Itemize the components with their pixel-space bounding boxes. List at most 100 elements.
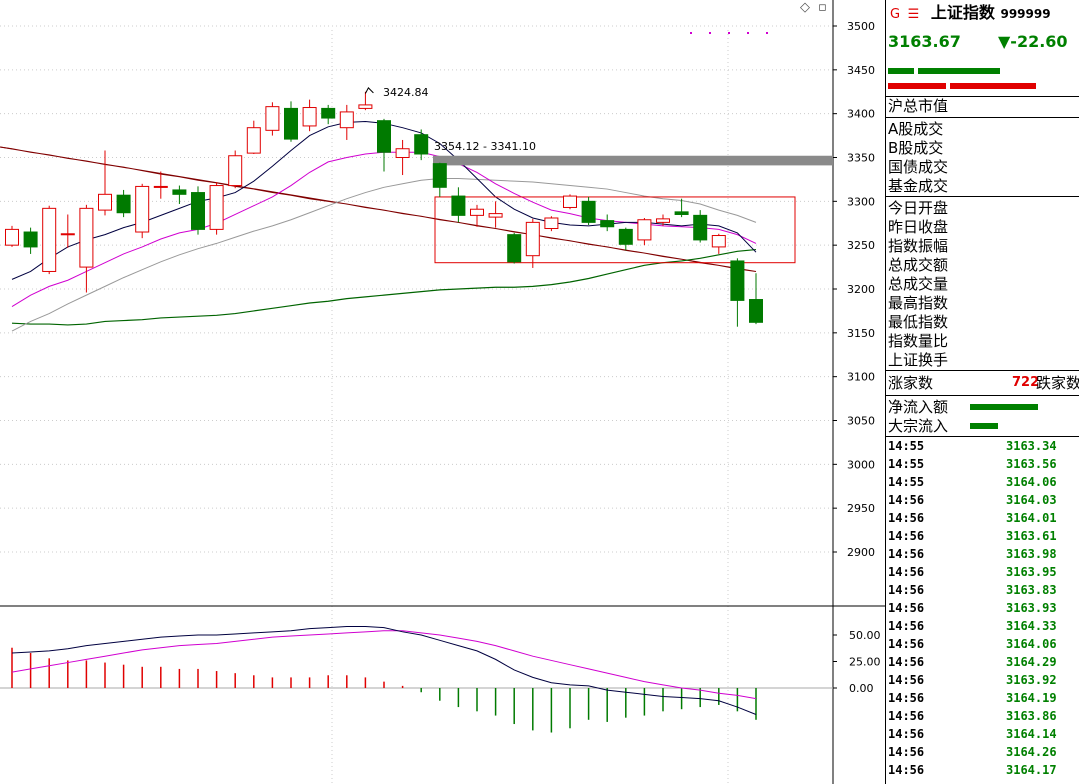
tick-time: 14:56 [888, 601, 925, 615]
label-market-value: 沪总市值 [888, 97, 949, 115]
tick-time: 14:56 [888, 763, 925, 777]
block-inflow-label: 大宗流入 [888, 417, 949, 435]
candle-body [563, 195, 577, 208]
tick-row: 14:56 3164.29 [886, 653, 1079, 671]
green-bar-left [888, 68, 914, 74]
tick-list[interactable]: 14:55 3163.34 14:55 3163.56 14:55 3164.06 14:5… [886, 437, 1079, 779]
market-value-section: 沪总市值 [886, 97, 1079, 118]
tick-row: 14:56 3163.93 [886, 599, 1079, 617]
tick-time: 14:56 [888, 727, 925, 741]
candle-body [23, 231, 38, 248]
turnover-section: A股成交 B股成交 国债成交 基金成交 [886, 118, 1079, 197]
marker-dot [747, 32, 749, 34]
price-tick-label: 3000 [847, 458, 875, 471]
candle-body [618, 228, 633, 245]
tick-row: 14:55 3163.34 [886, 437, 1079, 455]
tick-row: 14:55 3164.06 [886, 473, 1079, 491]
tick-price: 3163.56 [1006, 457, 1057, 471]
current-price: 3163.67 [888, 32, 961, 51]
red-bar-left [888, 83, 946, 89]
candle-body [451, 195, 466, 216]
diamond-icon[interactable]: ◇ [800, 0, 810, 15]
candle-body [339, 111, 354, 129]
menu-icon[interactable]: ☰ [907, 7, 920, 22]
tick-row: 14:56 3164.26 [886, 743, 1079, 761]
price-line: 3163.67 ▼-22.60 [886, 28, 1079, 56]
label-total-volume: 总成交量 [888, 275, 949, 293]
ind-tick-label: 0.00 [849, 682, 874, 695]
price-tick-label: 3150 [847, 327, 875, 340]
tick-price: 3163.93 [1006, 601, 1057, 615]
candle-body [172, 189, 187, 195]
tick-price: 3163.83 [1006, 583, 1057, 597]
price-tick-label: 3400 [847, 108, 875, 121]
market-tag[interactable]: G [890, 7, 901, 22]
candle-body [60, 233, 75, 236]
tick-time: 14:56 [888, 511, 925, 525]
range-box [434, 196, 796, 264]
block-inflow-row: 大宗流入 [886, 417, 1079, 436]
tick-row: 14:55 3163.56 [886, 455, 1079, 473]
tick-price: 3163.92 [1006, 673, 1057, 687]
tick-row: 14:56 3164.14 [886, 725, 1079, 743]
label-b-turnover: B股成交 [888, 139, 944, 157]
candle-body [302, 107, 317, 127]
tick-time: 14:56 [888, 709, 925, 723]
scroll-toggle-icon[interactable]: ▫ [818, 0, 827, 15]
down-count-label: 跌家数 [1036, 374, 1079, 392]
candle-body [228, 155, 243, 187]
tick-row: 14:56 3164.06 [886, 635, 1079, 653]
tick-price: 3164.26 [1006, 745, 1057, 759]
candle-body [79, 207, 94, 268]
stock-name: 上证指数 [930, 3, 995, 22]
green-bar-right [918, 68, 1000, 74]
candle-body [711, 235, 726, 248]
price-tick-label: 2900 [847, 546, 875, 559]
price-tick-label: 3250 [847, 239, 875, 252]
price-tick-label: 3200 [847, 283, 875, 296]
high-pointer [364, 87, 374, 94]
tick-price: 3164.06 [1006, 475, 1057, 489]
tick-time: 14:56 [888, 691, 925, 705]
candle-body [414, 134, 429, 155]
marker-dot [766, 32, 768, 34]
candle-body [525, 221, 540, 257]
candle-body [5, 228, 19, 246]
tick-row: 14:56 3164.19 [886, 689, 1079, 707]
candle-body [674, 211, 689, 215]
label-total-amount: 总成交额 [888, 256, 949, 274]
tick-row: 14:56 3163.61 [886, 527, 1079, 545]
tick-time: 14:56 [888, 619, 925, 633]
candle-body [693, 214, 708, 241]
tick-time: 14:56 [888, 547, 925, 561]
tick-time: 14:56 [888, 745, 925, 759]
tick-time: 14:56 [888, 637, 925, 651]
signal-line [11, 630, 757, 700]
ind-tick-label: 50.00 [849, 629, 881, 642]
ind-tick-label: 25.00 [849, 656, 881, 669]
net-inflow-bar [970, 404, 1038, 410]
tick-price: 3164.29 [1006, 655, 1057, 669]
tick-price: 3164.33 [1006, 619, 1057, 633]
label-fund-turnover: 基金成交 [888, 177, 949, 195]
candle-body [98, 193, 112, 211]
label-prev-close: 昨日收盘 [888, 218, 949, 236]
candle-body [470, 208, 484, 216]
marker-dot [728, 32, 730, 34]
kline-chart[interactable]: 3500 3450 3400 3350 3300 3250 3200 3150 3100 3050… [0, 0, 885, 784]
candle-body [135, 185, 150, 233]
chart-canvas[interactable]: 3500 3450 3400 3350 3300 3250 3200 3150 3100 3050… [0, 0, 885, 784]
tick-row: 14:56 3164.01 [886, 509, 1079, 527]
candle-body [507, 234, 522, 263]
index-stats-section: 今日开盘 昨日收盘 指数振幅 总成交额 总成交量 最高指数 最低指数 指数量比 … [886, 197, 1079, 371]
tick-time: 14:56 [888, 655, 925, 669]
marker-dot [690, 32, 692, 34]
gap-band [433, 155, 833, 166]
price-tick-label: 3050 [847, 415, 875, 428]
price-tick-label: 3350 [847, 152, 875, 165]
candle-body [246, 127, 261, 154]
label-amplitude: 指数振幅 [888, 237, 949, 255]
quote-panel: G ☰ 上证指数 999999 3163.67 ▼-22.60 沪总市值 A股成… [885, 0, 1079, 784]
label-volume-ratio: 指数量比 [888, 332, 949, 350]
stock-code: 999999 [1000, 7, 1051, 21]
